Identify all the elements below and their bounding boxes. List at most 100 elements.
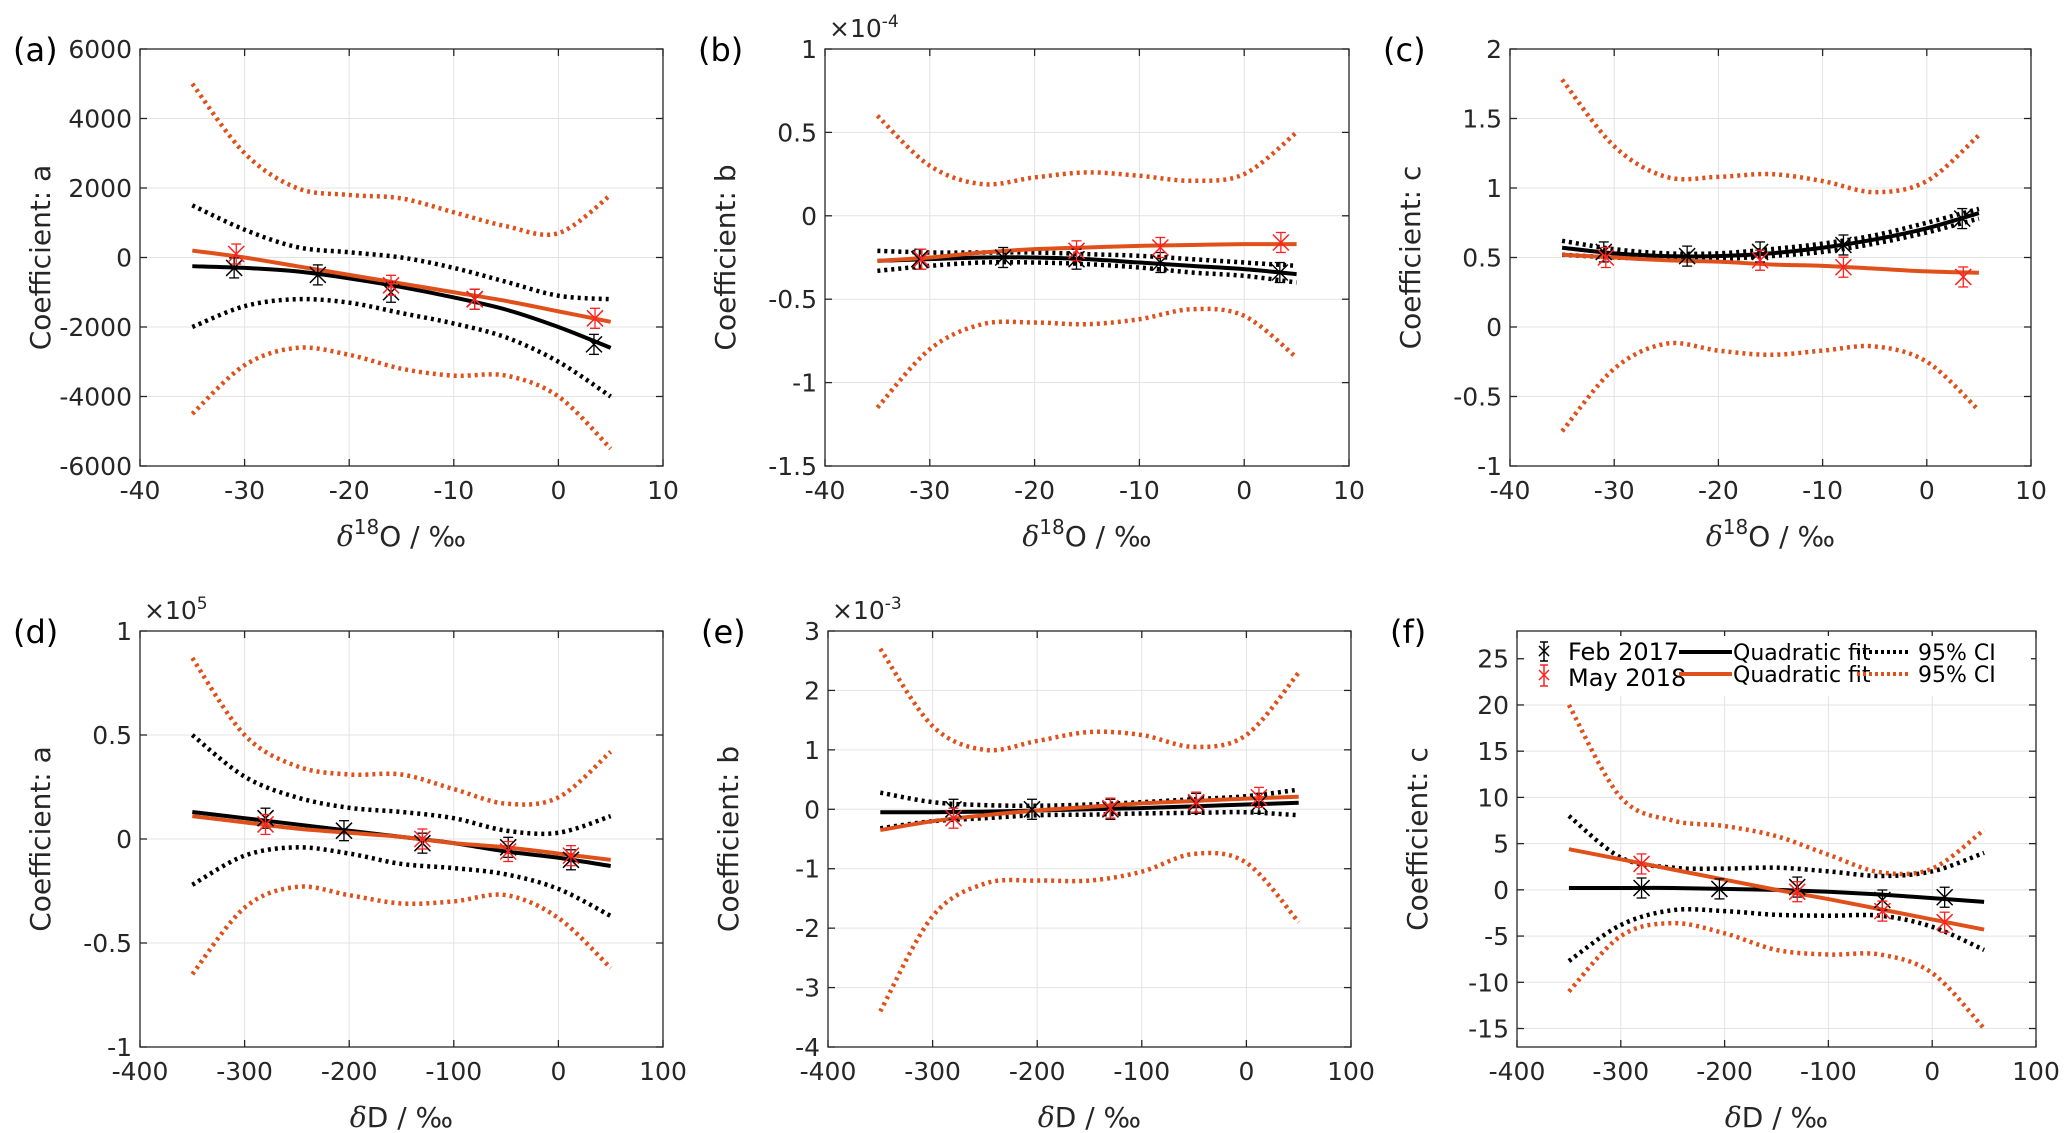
legend-may-ci-label: 95% CI [1918,663,1996,688]
panel-f: -400 -300 -200 -100 0 100 -15 -10 -5 0 5 10 15 20 25 (f… [1390,613,2060,1133]
axis-exponent-label: ×10-4 [829,12,899,43]
may-2018-data-point [1272,231,1290,254]
x-label-sup: 18 [1039,515,1064,539]
legend: Feb 2017 May 2018 Quadratic fit Quadrati… [1525,636,2031,696]
y-tick-label: 0 [1493,876,1509,905]
y-tick-label: 1.5 [1462,105,1502,134]
y-axis-label: Coefficient: c [1394,166,1427,350]
x-axis-label: δD / ‰ [350,1101,453,1133]
y-tick-label: -4 [795,1033,820,1062]
axes-box [1516,630,2037,1048]
y-tick-label: 0.5 [777,118,817,147]
panel-label: (c) [1383,31,1426,69]
x-tick-label: -300 [216,1057,273,1086]
x-tick-label: -40 [120,476,161,505]
panel-a: -40 -30 -20 -10 0 10 -6000 -4000 -2000 0 2000 4000 6… [13,31,679,553]
panel-label: (f) [1390,613,1426,651]
x-tick-label: 100 [2012,1057,2060,1086]
y-axis-label: Coefficient: c [1401,747,1434,931]
x-tick-label: -20 [329,476,370,505]
y-tick-label: 1 [801,35,817,64]
y-axis-label: Coefficient: a [24,165,57,351]
x-tick-label: 0 [1238,1057,1254,1086]
may-2018-data-point [1834,256,1852,278]
y-tick-label: 0 [804,795,820,824]
x-tick-label: -400 [1489,1057,1546,1086]
y-tick-label: -0.5 [83,929,132,958]
y-tick-label: 6000 [68,35,132,64]
may-2018-ci-line [878,850,1301,1013]
legend-feb-marker-icon [1538,641,1550,662]
y-tick-label: 2 [1486,35,1502,64]
may-2018-data-point [466,288,484,310]
x-label-rest: O / ‰ [1065,520,1152,553]
axis-exponent-label: ×105 [144,594,208,625]
y-tick-label: 5 [1493,830,1509,859]
may-2018-ci-line [190,345,613,451]
x-tick-label: -20 [1698,476,1739,505]
may-2018-fit-line [1561,252,1979,275]
y-tick-label: 0 [116,244,132,273]
x-label-delta: δ [1706,520,1723,553]
y-tick-label: 1 [116,617,132,646]
y-tick-label: 20 [1477,691,1509,720]
panel-e: -400 -300 -200 -100 0 100 -4 -3 -2 -1 0 1 2 3 (e) Coeff… [701,594,1375,1133]
x-tick-label: -300 [904,1057,961,1086]
may-2018-fit-line [879,794,1299,833]
may-2018-ci-line [1560,340,1981,433]
feb-2017-data-point [1710,878,1728,900]
x-label-sup: 18 [1723,515,1748,539]
legend-may-fit-label: Quadratic fit [1733,663,1871,688]
feb-2017-data-point [1953,207,1971,230]
x-label-delta: δ [1725,1101,1742,1133]
feb-2017-data-point [309,264,327,286]
x-tick-label: -200 [321,1057,378,1086]
may-2018-data-point [912,248,930,270]
may-2018-fit-line [877,242,1297,263]
may-2018-ci-line [1566,703,1986,877]
x-tick-label: -100 [425,1057,482,1086]
may-2018-ci-line [190,884,613,976]
x-label-sup: 18 [354,515,379,539]
may-2018-data-point [256,813,275,836]
exponent-power: 5 [197,594,208,614]
x-tick-label: -10 [433,476,474,505]
x-tick-label: -100 [1800,1057,1857,1086]
x-tick-label: -300 [1592,1057,1649,1086]
feb-2017-fit-line [192,264,612,350]
x-tick-label: -40 [805,476,846,505]
y-axis-label: Coefficient: a [24,746,57,932]
y-tick-label: -5 [1484,922,1509,951]
y-tick-label: 4000 [68,105,132,134]
x-axis-label: δ18O / ‰ [1706,515,1835,553]
feb-2017-ci-line [877,248,1297,269]
may-2018-data-point [586,307,604,329]
x-axis-label: δD / ‰ [1725,1101,1828,1133]
may-2018-data-point [227,243,245,265]
exponent-base: ×10 [144,596,197,625]
may-2018-ci-line [190,656,613,807]
x-label-rest: D / ‰ [1055,1101,1141,1133]
feb-2017-data-point [225,257,243,279]
y-tick-label: -1 [107,1033,132,1062]
y-tick-label: 2000 [68,174,132,203]
x-tick-label: -30 [1594,476,1635,505]
x-axis-label: δD / ‰ [1038,1101,1141,1133]
may-2018-data-point [1151,236,1169,259]
y-axis-label: Coefficient: b [709,164,742,350]
may-2018-data-point [1067,240,1086,262]
may-2018-data-point [1936,911,1954,933]
x-tick-label: -30 [909,476,950,505]
may-2018-data-point [1597,246,1615,269]
feb-2017-fit-line [1561,211,1980,259]
axes-box [827,630,1352,1048]
y-tick-label: 10 [1477,783,1509,812]
y-tick-label: -2 [795,914,820,943]
y-tick-label: -0.5 [768,285,817,314]
x-label-rest: O / ‰ [379,520,466,553]
y-tick-label: 3 [804,617,820,646]
y-tick-label: 2 [804,676,820,705]
feb-2017-data-point [1936,886,1954,908]
may-2018-ci-line [875,306,1299,410]
x-tick-label: -20 [1014,476,1055,505]
